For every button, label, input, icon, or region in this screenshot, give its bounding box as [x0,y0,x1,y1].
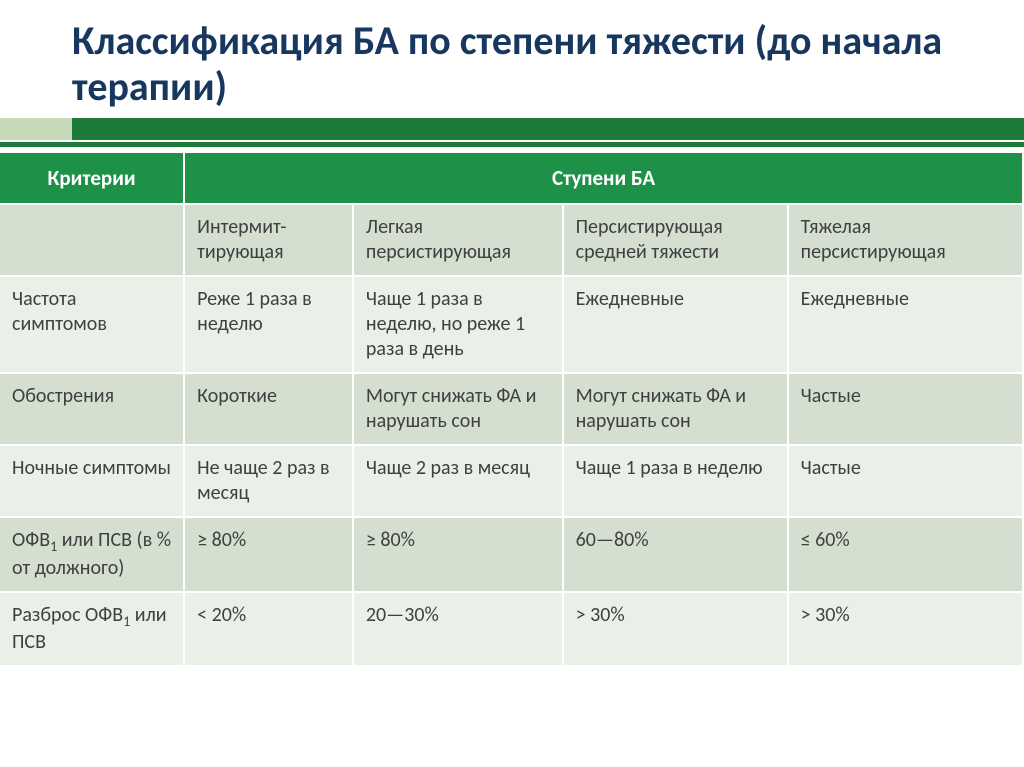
row-cell: Могут снижать ФА и нарушать сон [353,373,563,445]
subheader-blank [0,204,184,276]
row-cell: Ежедневные [563,276,788,373]
row-cell: Могут снижать ФА и нарушать сон [563,373,788,445]
row-cell: Чаще 1 раза в неделю, но реже 1 раза в д… [353,276,563,373]
row-cell: Частые [788,373,1023,445]
row-cell: Реже 1 раза в неделю [184,276,353,373]
row-cell: ≥ 80% [184,517,353,592]
row-cell: Короткие [184,373,353,445]
table-header-row: Критерии Ступени БА [0,153,1023,204]
accent-band-right [72,118,1024,140]
row-cell: < 20% [184,592,353,667]
row-cell: > 30% [788,592,1023,667]
row-label: Частота симптомов [0,276,184,373]
ofv-label: ОФВ1 или ПСВ (в % от должного) [12,528,171,580]
table-row: Частота симптомов Реже 1 раза в неделю Ч… [0,276,1023,373]
header-criteria: Критерии [0,153,184,204]
classification-table: Критерии Ступени БА Интермит-тирующая Ле… [0,153,1024,667]
row-label: Ночные симптомы [0,445,184,517]
row-label: ОФВ1 или ПСВ (в % от должного) [0,517,184,592]
table-body: Интермит-тирующая Легкая персистирующая … [0,204,1023,666]
table-row: Разброс ОФВ1 или ПСВ < 20% 20—30% > 30% … [0,592,1023,667]
spread-label: Разброс ОФВ1 или ПСВ [12,603,167,655]
subheader-col-4: Тяжелая персистирующая [788,204,1023,276]
header-stages: Ступени БА [184,153,1023,204]
slide-title: Классификация БА по степени тяжести (до … [0,0,1024,118]
subheader-col-2: Легкая персистирующая [353,204,563,276]
accent-band [0,118,1024,140]
table-row: ОФВ1 или ПСВ (в % от должного) ≥ 80% ≥ 8… [0,517,1023,592]
row-cell: Не чаще 2 раз в месяц [184,445,353,517]
row-cell: 20—30% [353,592,563,667]
row-cell: > 30% [563,592,788,667]
row-cell: Частые [788,445,1023,517]
row-label: Разброс ОФВ1 или ПСВ [0,592,184,667]
row-cell: Чаще 2 раз в месяц [353,445,563,517]
table-row: Обострения Короткие Могут снижать ФА и н… [0,373,1023,445]
row-cell: ≥ 80% [353,517,563,592]
subheader-col-3: Персистирующая средней тяжести [563,204,788,276]
accent-thin-band [0,142,1024,147]
table-row: Ночные симптомы Не чаще 2 раз в месяц Ча… [0,445,1023,517]
row-cell: Чаще 1 раза в неделю [563,445,788,517]
row-cell: Ежедневные [788,276,1023,373]
row-cell: ≤ 60% [788,517,1023,592]
table-row: Интермит-тирующая Легкая персистирующая … [0,204,1023,276]
subheader-col-1: Интермит-тирующая [184,204,353,276]
row-label: Обострения [0,373,184,445]
accent-band-left [0,118,72,140]
row-cell: 60—80% [563,517,788,592]
